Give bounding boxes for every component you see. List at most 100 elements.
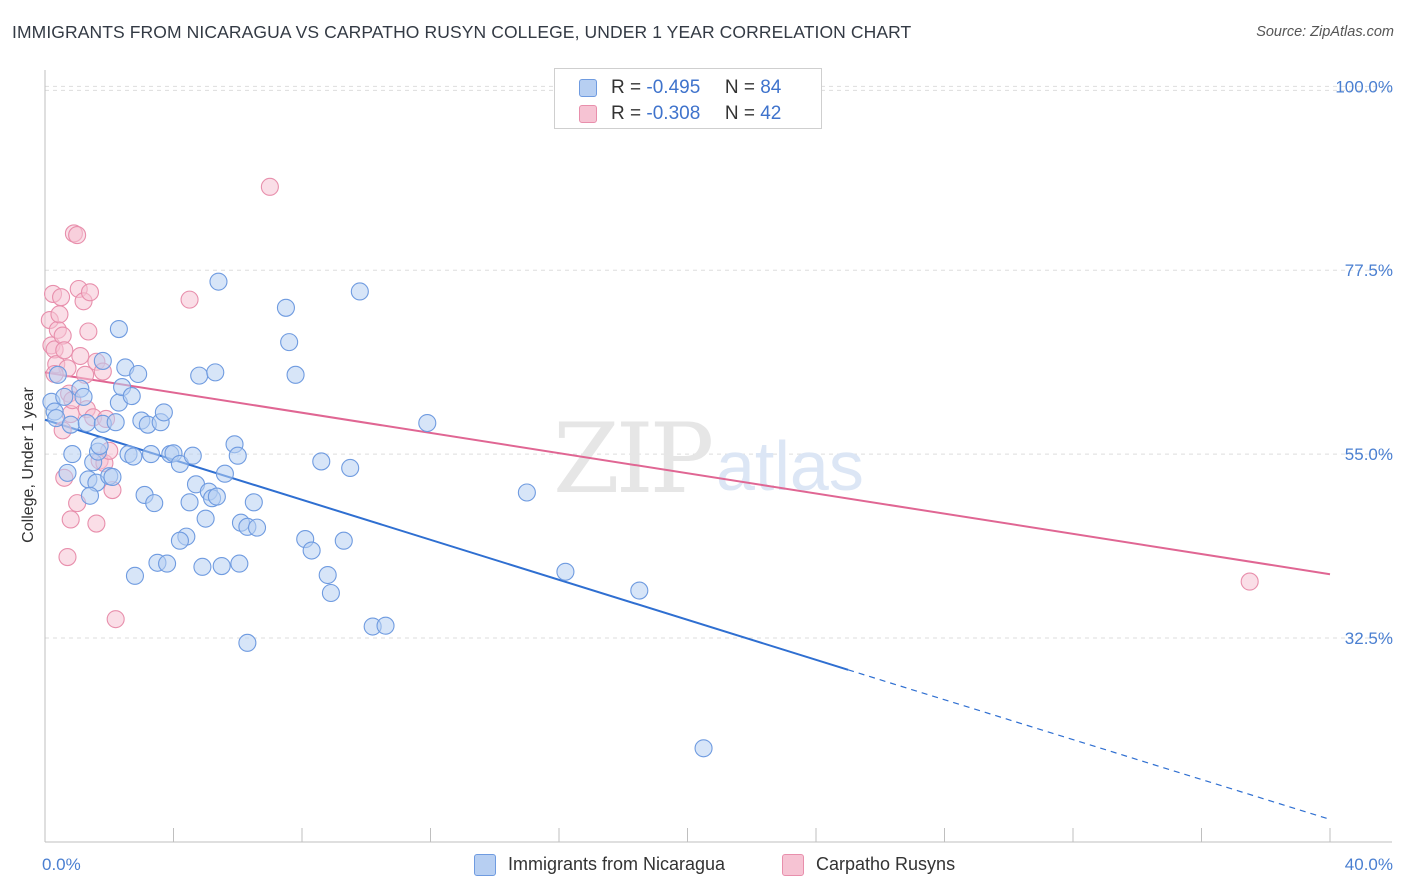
legend-r-value-1: -0.495	[646, 77, 701, 98]
point-nicaragua-7	[63, 445, 82, 464]
legend-n-value-2: 42	[760, 103, 782, 124]
point-nicaragua-10	[77, 413, 96, 433]
point-nicaragua-38	[158, 554, 177, 573]
watermark-atlas: atlas	[716, 427, 864, 505]
point-nicaragua-46	[190, 366, 209, 385]
point-nicaragua-28	[125, 566, 144, 585]
point-nicaragua-75	[376, 616, 395, 635]
point-rusyns-36	[87, 514, 106, 533]
point-rusyns-39	[1240, 572, 1259, 591]
point-nicaragua-77	[517, 483, 536, 502]
point-rusyns-22	[80, 283, 100, 302]
point-nicaragua-37	[154, 403, 173, 422]
point-nicaragua-58	[230, 554, 249, 573]
point-nicaragua-53	[209, 272, 228, 291]
legend-r-value-2: -0.308	[646, 103, 701, 124]
bottom-legend-label-1: Immigrants from Nicaragua	[508, 854, 726, 874]
axes	[44, 70, 1392, 843]
legend-n-value-1: 84	[760, 77, 782, 98]
point-rusyns-9	[55, 341, 74, 360]
y-tick-label-0: 32.5%	[1345, 629, 1393, 648]
point-nicaragua-29	[129, 364, 148, 384]
point-nicaragua-62	[247, 518, 267, 537]
point-nicaragua-72	[341, 458, 360, 478]
chart-title: IMMIGRANTS FROM NICARAGUA VS CARPATHO RU…	[12, 22, 912, 42]
point-nicaragua-83	[80, 486, 100, 505]
legend-r-label-1: R =	[611, 77, 642, 98]
point-rusyns-7	[52, 288, 71, 307]
point-nicaragua-80	[694, 739, 713, 758]
y-tick-label-2: 77.5%	[1345, 261, 1393, 280]
point-rusyns-21	[79, 322, 98, 341]
x-tick-label-max: 40.0%	[1345, 855, 1393, 874]
point-rusyns-38	[260, 177, 279, 196]
point-nicaragua-79	[630, 581, 649, 600]
point-nicaragua-33	[141, 445, 161, 464]
point-nicaragua-43	[180, 493, 199, 512]
point-nicaragua-82	[170, 531, 189, 550]
legend-n-label-1: N =	[724, 77, 755, 98]
y-tick-label-1: 55.0%	[1345, 445, 1393, 464]
stats-legend: R = -0.495 N = 84 R = -0.308 N = 42	[554, 68, 822, 129]
point-nicaragua-51	[206, 363, 225, 382]
point-nicaragua-52	[207, 487, 226, 506]
legend-r-label-2: R =	[611, 103, 642, 124]
point-nicaragua-41	[170, 454, 189, 473]
point-nicaragua-81	[238, 633, 257, 652]
point-nicaragua-71	[334, 531, 353, 550]
point-nicaragua-17	[93, 351, 112, 370]
point-nicaragua-47	[193, 557, 212, 576]
point-nicaragua-55	[215, 464, 234, 483]
trend-line-rusyns	[44, 371, 1331, 576]
point-nicaragua-44	[183, 446, 202, 465]
point-nicaragua-67	[302, 541, 321, 560]
point-rusyns-33	[61, 510, 80, 529]
point-nicaragua-73	[350, 282, 369, 301]
gridlines	[45, 85, 1392, 639]
point-nicaragua-26	[122, 387, 141, 406]
y-tick-labels: 32.5% 55.0% 77.5% 100.0%	[1335, 77, 1393, 648]
watermark: ZIP atlas	[553, 403, 864, 515]
point-rusyns-6	[50, 305, 69, 324]
point-rusyns-37	[180, 290, 199, 309]
point-nicaragua-22	[109, 320, 128, 339]
point-rusyns-31	[106, 610, 125, 629]
point-nicaragua-57	[228, 446, 247, 465]
point-nicaragua-65	[286, 365, 305, 384]
bottom-legend-swatch-blue	[474, 854, 496, 876]
legend-n-label-2: N =	[724, 103, 755, 124]
watermark-zip: ZIP	[553, 403, 712, 515]
point-rusyns-15	[68, 226, 87, 245]
point-nicaragua-6	[61, 415, 80, 434]
point-rusyns-35	[58, 548, 77, 567]
chart-source: Source: ZipAtlas.com	[1256, 24, 1394, 40]
point-nicaragua-54	[212, 556, 231, 576]
data-points	[40, 177, 1259, 758]
point-nicaragua-76	[418, 413, 437, 433]
point-nicaragua-27	[124, 447, 143, 466]
point-rusyns-17	[71, 346, 90, 366]
point-nicaragua-9	[74, 387, 93, 406]
point-nicaragua-78	[556, 562, 575, 581]
x-tick-label-min: 0.0%	[42, 855, 81, 874]
legend-swatch-blue	[579, 79, 597, 97]
point-nicaragua-15	[90, 436, 109, 455]
bottom-legend-label-2: Carpatho Rusyns	[816, 854, 956, 874]
bottom-legend-swatch-pink	[782, 854, 804, 876]
point-nicaragua-20	[106, 413, 125, 432]
trend-line-nicaragua-extension	[847, 669, 1331, 820]
legend-swatch-pink	[579, 105, 597, 123]
point-nicaragua-68	[312, 452, 331, 471]
point-nicaragua-48	[196, 509, 215, 528]
point-nicaragua-4	[55, 387, 74, 406]
point-nicaragua-5	[58, 463, 77, 482]
y-tick-label-3: 100.0%	[1335, 77, 1393, 96]
point-nicaragua-19	[103, 467, 122, 487]
point-nicaragua-61	[244, 493, 263, 512]
point-nicaragua-69	[318, 565, 337, 585]
point-nicaragua-63	[276, 298, 295, 317]
y-axis-label: College, Under 1 year	[20, 387, 37, 543]
point-nicaragua-3	[48, 365, 67, 384]
point-nicaragua-64	[280, 333, 299, 352]
